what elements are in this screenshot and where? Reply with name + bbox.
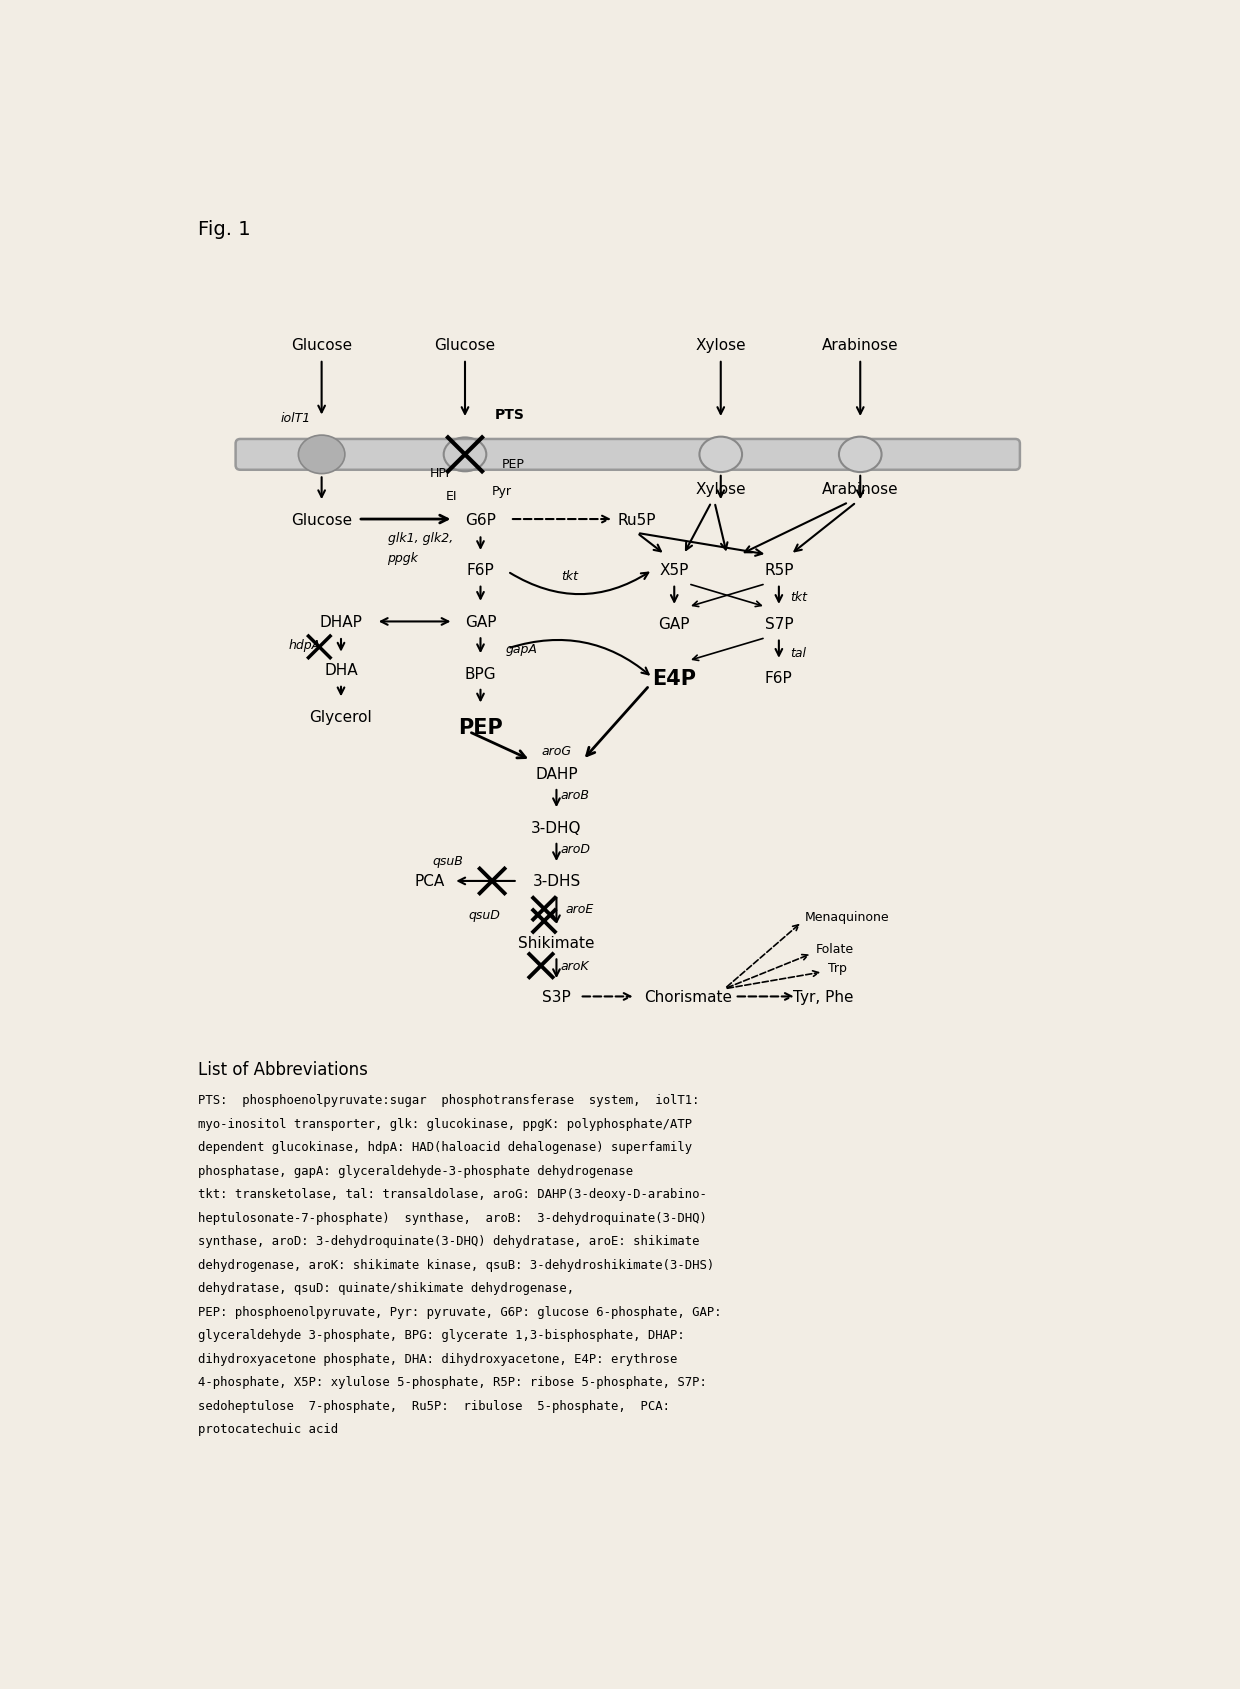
Text: tkt: transketolase, tal: transaldolase, aroG: DAHP(3-deoxy-D-arabino-: tkt: transketolase, tal: transaldolase, … (197, 1187, 707, 1201)
Text: tkt: tkt (790, 589, 807, 603)
Text: List of Abbreviations: List of Abbreviations (197, 1061, 367, 1079)
Text: phosphatase, gapA: glyceraldehyde-3-phosphate dehydrogenase: phosphatase, gapA: glyceraldehyde-3-phos… (197, 1164, 632, 1177)
Text: aroK: aroK (560, 959, 589, 973)
Text: DAHP: DAHP (536, 767, 578, 782)
Text: protocatechuic acid: protocatechuic acid (197, 1422, 337, 1436)
Text: E4P: E4P (652, 669, 696, 687)
Text: Glycerol: Glycerol (310, 709, 372, 725)
Text: iolT1: iolT1 (280, 412, 311, 424)
Text: GAP: GAP (658, 616, 689, 632)
Ellipse shape (839, 437, 882, 473)
Text: BPG: BPG (465, 665, 496, 681)
Text: dehydratase, qsuD: quinate/shikimate dehydrogenase,: dehydratase, qsuD: quinate/shikimate deh… (197, 1282, 574, 1294)
Text: GAP: GAP (465, 615, 496, 630)
Ellipse shape (699, 437, 742, 473)
Text: qsuD: qsuD (469, 909, 500, 921)
Text: Trp: Trp (828, 961, 847, 975)
Text: dihydroxyacetone phosphate, DHA: dihydroxyacetone, E4P: erythrose: dihydroxyacetone phosphate, DHA: dihydro… (197, 1351, 677, 1365)
Text: PEP: phosphoenolpyruvate, Pyr: pyruvate, G6P: glucose 6-phosphate, GAP:: PEP: phosphoenolpyruvate, Pyr: pyruvate,… (197, 1306, 722, 1317)
Text: X5P: X5P (660, 562, 689, 578)
Text: Glucose: Glucose (291, 512, 352, 527)
Text: aroE: aroE (565, 902, 594, 915)
Text: G6P: G6P (465, 512, 496, 527)
Text: HPr: HPr (429, 468, 451, 480)
Text: Arabinose: Arabinose (822, 481, 899, 497)
Text: PEP: PEP (458, 718, 503, 738)
Text: Fig. 1: Fig. 1 (197, 220, 250, 240)
Text: aroG: aroG (542, 745, 572, 757)
Text: qsuB: qsuB (433, 855, 464, 866)
Text: tal: tal (790, 647, 806, 659)
Text: gapA: gapA (506, 642, 537, 655)
Text: Ru5P: Ru5P (618, 512, 656, 527)
Text: glyceraldehyde 3-phosphate, BPG: glycerate 1,3-bisphosphate, DHAP:: glyceraldehyde 3-phosphate, BPG: glycera… (197, 1329, 684, 1341)
Text: Arabinose: Arabinose (822, 338, 899, 353)
Text: myo-inositol transporter, glk: glucokinase, ppgK: polyphosphate/ATP: myo-inositol transporter, glk: glucokina… (197, 1118, 692, 1130)
Ellipse shape (299, 436, 345, 475)
Text: F6P: F6P (466, 562, 495, 578)
Text: EI: EI (445, 490, 456, 503)
Text: sedoheptulose  7-phosphate,  Ru5P:  ribulose  5-phosphate,  PCA:: sedoheptulose 7-phosphate, Ru5P: ribulos… (197, 1398, 670, 1412)
Text: PTS:  phosphoenolpyruvate:sugar  phosphotransferase  system,  iolT1:: PTS: phosphoenolpyruvate:sugar phosphotr… (197, 1094, 699, 1106)
FancyArrowPatch shape (510, 573, 649, 595)
Text: aroB: aroB (560, 789, 589, 802)
Text: dependent glucokinase, hdpA: HAD(haloacid dehalogenase) superfamily: dependent glucokinase, hdpA: HAD(haloaci… (197, 1140, 692, 1154)
Text: Tyr, Phe: Tyr, Phe (792, 990, 853, 1005)
Text: R5P: R5P (764, 562, 794, 578)
Text: Pyr: Pyr (492, 485, 512, 498)
Text: PEP: PEP (502, 458, 525, 471)
Text: synthase, aroD: 3-dehydroquinate(3-DHQ) dehydratase, aroE: shikimate: synthase, aroD: 3-dehydroquinate(3-DHQ) … (197, 1235, 699, 1248)
Text: hdpA: hdpA (288, 638, 320, 652)
FancyArrowPatch shape (511, 640, 649, 676)
Text: Folate: Folate (816, 942, 853, 956)
Text: Glucose: Glucose (434, 338, 496, 353)
Text: 3-DHQ: 3-DHQ (531, 821, 582, 834)
Text: ppgk: ppgk (387, 552, 418, 564)
Text: Menaquinone: Menaquinone (805, 910, 889, 924)
Text: dehydrogenase, aroK: shikimate kinase, qsuB: 3-dehydroshikimate(3-DHS): dehydrogenase, aroK: shikimate kinase, q… (197, 1258, 714, 1272)
Text: heptulosonate-7-phosphate)  synthase,  aroB:  3-dehydroquinate(3-DHQ): heptulosonate-7-phosphate) synthase, aro… (197, 1211, 707, 1225)
Text: S7P: S7P (765, 616, 794, 632)
Text: Chorismate: Chorismate (645, 990, 732, 1005)
Text: PTS: PTS (495, 407, 525, 421)
Text: PCA: PCA (415, 873, 445, 888)
Text: tkt: tkt (562, 569, 578, 583)
Text: Xylose: Xylose (696, 338, 746, 353)
Text: glk1, glk2,: glk1, glk2, (387, 532, 453, 544)
Text: 4-phosphate, X5P: xylulose 5-phosphate, R5P: ribose 5-phosphate, S7P:: 4-phosphate, X5P: xylulose 5-phosphate, … (197, 1375, 707, 1388)
Text: Shikimate: Shikimate (518, 936, 595, 951)
FancyBboxPatch shape (236, 439, 1019, 471)
Text: aroD: aroD (560, 843, 590, 856)
Text: S3P: S3P (542, 990, 570, 1005)
Text: 3-DHS: 3-DHS (532, 873, 580, 888)
Text: Xylose: Xylose (696, 481, 746, 497)
Text: DHA: DHA (324, 664, 358, 677)
Text: F6P: F6P (765, 671, 792, 686)
Text: DHAP: DHAP (320, 615, 362, 630)
Text: Glucose: Glucose (291, 338, 352, 353)
